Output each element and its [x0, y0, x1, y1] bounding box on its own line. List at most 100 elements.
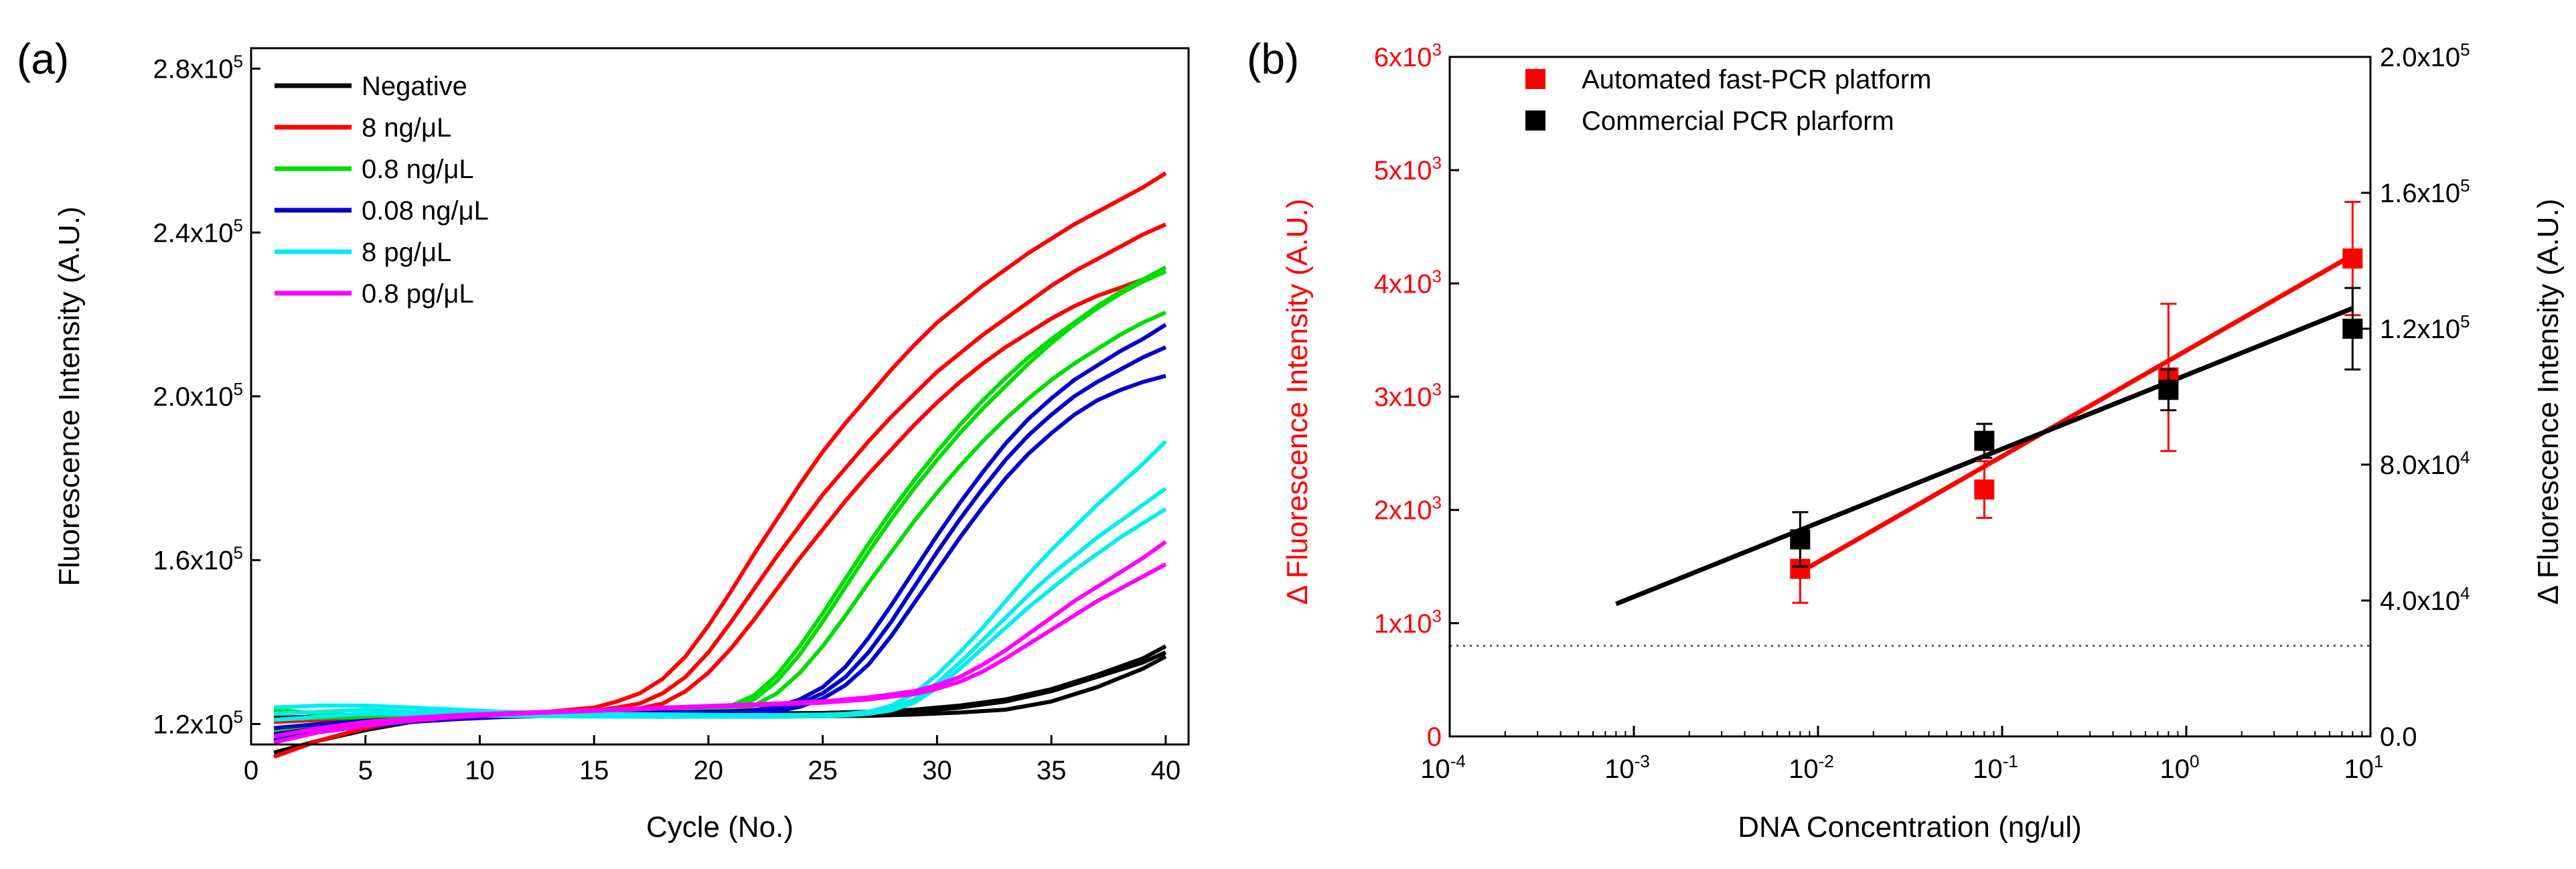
panel-b-left-y-tick-label-3-mantissa: 3x10	[1374, 383, 1432, 412]
panel-b-right-y-tick-label-5: 2.0x105	[2380, 40, 2470, 72]
panel-b-left-y-tick-label-0-mantissa: 0	[1427, 722, 1442, 752]
panel-b-x-axis-title: DNA Concentration (ng/ul)	[1738, 811, 2082, 844]
panel-a-x-tick-label-2: 10	[465, 756, 495, 785]
panel-b-right-y-tick-label-5-mantissa: 2.0x10	[2380, 43, 2460, 72]
panel-a-series-line-16	[273, 562, 1167, 744]
panel-b-x-tick-label-2: 10-2	[1789, 751, 1834, 784]
panel-b-marker-0-1	[1974, 479, 1995, 500]
panel-a-legend: Negative 8 ng/μL 0.8 ng/μL 0.08 ng/μL 8 pg/μ…	[275, 72, 489, 309]
panel-b-right-y-tick-label-4-mantissa: 1.6x10	[2380, 179, 2460, 208]
panel-a-y-tick-label-2-mantissa: 2.0x10	[153, 382, 233, 412]
panel-a-series-line-9	[273, 323, 1167, 730]
panel-a-legend-label-4: 8 pg/μL	[362, 238, 451, 267]
panel-a-y-tick-label-0-exponent: 5	[234, 706, 243, 726]
panel-b-point-1-2	[2158, 368, 2179, 412]
panel-b-right-y-tick-label-2-mantissa: 8.0x10	[2380, 451, 2460, 480]
panel-b-legend-label-1: Commercial PCR plarform	[1582, 106, 1894, 136]
panel-b-point-1-0	[1790, 511, 1811, 568]
panel-b-x-tick-label-3-mantissa: 10	[1973, 755, 2003, 784]
panel-a-y-tick-label-3-exponent: 5	[234, 215, 243, 235]
panel-b-legend-swatch-0	[1525, 69, 1545, 89]
panel-a-label: (a)	[17, 35, 69, 83]
panel-b-x-ticks: 10-4 10-3 10-2 10-1 100 101	[1420, 726, 2383, 784]
panel-b: (b) 10-4 10-3 10-2 10-1 100 101 01x1032x1033x…	[1247, 35, 2565, 844]
panel-b-right-y-tick-label-5-exponent: 5	[2460, 40, 2470, 60]
panel-a-y-tick-label-4-exponent: 5	[234, 52, 243, 72]
panel-a-y-tick-label-1-exponent: 5	[234, 543, 243, 563]
panel-b-left-y-tick-label-5-mantissa: 5x10	[1374, 156, 1432, 185]
panel-b-right-y-tick-label-0-mantissa: 0.0	[2380, 722, 2417, 752]
panel-b-marker-0-3	[2342, 248, 2363, 269]
panel-b-x-tick-label-1-mantissa: 10	[1604, 755, 1635, 784]
panel-a-legend-label-3: 0.08 ng/μL	[362, 196, 489, 226]
panel-b-left-y-tick-label-4-exponent: 3	[1432, 266, 1442, 286]
panel-b-left-y-tick-label-1-mantissa: 1x10	[1374, 609, 1432, 639]
panel-b-fit-line-0	[1799, 253, 2354, 574]
panel-b-left-y-tick-label-3: 3x103	[1374, 380, 1442, 412]
panel-b-left-y-tick-label-2-exponent: 3	[1432, 493, 1442, 513]
panel-b-right-y-tick-label-1-exponent: 4	[2460, 583, 2470, 603]
panel-b-label: (b)	[1247, 35, 1299, 83]
panel-b-x-tick-label-3: 10-1	[1973, 751, 2018, 784]
panel-b-left-y-tick-label-5: 5x103	[1374, 153, 1442, 185]
panel-a-series-line-5	[273, 269, 1166, 759]
panel-b-x-tick-label-5-mantissa: 10	[2344, 755, 2374, 784]
panel-b-right-y-tick-label-4: 1.6x105	[2380, 175, 2470, 208]
panel-b-right-y-tick-label-2-exponent: 4	[2460, 447, 2470, 467]
panel-b-x-tick-label-0-mantissa: 10	[1420, 755, 1450, 784]
panel-b-left-y-tick-label-4-mantissa: 4x10	[1374, 269, 1432, 299]
panel-a-x-tick-label-1: 5	[358, 756, 373, 785]
panel-b-x-tick-label-3-exponent: -1	[2003, 751, 2018, 771]
panel-b-legend: Automated fast-PCR platform Commercial PC…	[1525, 65, 1931, 136]
panel-b-x-tick-label-1-exponent: -3	[1635, 751, 1650, 771]
panel-b-x-tick-label-5-exponent: 1	[2374, 751, 2383, 771]
panel-b-left-y-tick-label-3-exponent: 3	[1432, 380, 1442, 400]
panel-a-legend-label-5: 0.8 pg/μL	[362, 279, 474, 309]
panel-b-frame	[1448, 56, 2372, 738]
panel-b-left-y-tick-label-0: 0	[1427, 722, 1442, 752]
panel-a-y-tick-label-2: 2.0x105	[153, 379, 243, 412]
panel-a-x-axis-title: Cycle (No.)	[646, 811, 793, 844]
panel-b-right-y-tick-label-1: 4.0x104	[2380, 583, 2470, 616]
panel-b-left-y-tick-label-2-mantissa: 2x10	[1374, 496, 1432, 526]
panel-b-right-y-tick-label-1-mantissa: 4.0x10	[2380, 586, 2460, 616]
panel-b-right-y-tick-label-4-exponent: 5	[2460, 175, 2470, 195]
panel-a-y-tick-label-0-mantissa: 1.2x10	[153, 710, 233, 739]
panel-b-x-tick-label-1: 10-3	[1604, 751, 1650, 784]
panel-b-right-y-tick-label-0: 0.0	[2380, 722, 2417, 752]
panel-b-legend-label-0: Automated fast-PCR platform	[1582, 65, 1931, 94]
panel-a-y-tick-label-4: 2.8x105	[153, 52, 243, 84]
panel-b-left-y-tick-label-6-mantissa: 6x10	[1374, 43, 1432, 72]
panel-a: (a) 0 5 10 15 20 25 30 35 40 1.2x1051.6x1052.0x1…	[17, 35, 1190, 844]
panel-b-x-tick-label-2-mantissa: 10	[1789, 755, 1819, 784]
panel-a-legend-label-1: 8 ng/μL	[362, 113, 451, 143]
panel-b-x-tick-label-4-exponent: 0	[2190, 751, 2199, 771]
panel-a-x-ticks: 0 5 10 15 20 25 30 35 40	[244, 735, 1181, 785]
panel-a-x-tick-label-4: 20	[694, 756, 724, 785]
panel-a-x-tick-label-5: 25	[808, 756, 838, 785]
panel-b-right-y-tick-label-2: 8.0x104	[2380, 447, 2470, 480]
panel-b-point-1-3	[2342, 287, 2363, 371]
panel-b-left-y-tick-label-4: 4x103	[1374, 266, 1442, 299]
panel-b-x-tick-label-0-exponent: -4	[1450, 751, 1466, 771]
panel-b-right-y-tick-label-3-mantissa: 1.2x10	[2380, 315, 2460, 344]
panel-b-legend-swatch-1	[1525, 110, 1545, 131]
panel-b-points	[1790, 201, 2363, 604]
panel-b-x-tick-label-4-mantissa: 10	[2160, 755, 2190, 784]
panel-b-marker-1-3	[2342, 319, 2363, 339]
panel-b-right-y-tick-label-3-exponent: 5	[2460, 311, 2470, 331]
panel-b-left-y-tick-label-1: 1x103	[1374, 606, 1442, 639]
panel-b-left-y-tick-label-5-exponent: 3	[1432, 153, 1442, 173]
panel-a-x-tick-label-6: 30	[922, 756, 952, 785]
panel-b-left-y-axis-title: Δ Fluorescence Intensity (A.U.)	[1281, 199, 1314, 605]
panel-a-x-tick-label-8: 40	[1151, 756, 1181, 785]
panel-b-x-tick-label-4: 100	[2160, 751, 2200, 784]
panel-b-point-0-1	[1974, 460, 1995, 520]
panel-a-legend-label-0: Negative	[362, 72, 467, 101]
panel-b-x-tick-label-5: 101	[2344, 751, 2384, 784]
panel-a-x-tick-label-7: 35	[1037, 756, 1067, 785]
panel-a-series-line-10	[273, 345, 1167, 736]
panel-a-series	[273, 171, 1168, 759]
